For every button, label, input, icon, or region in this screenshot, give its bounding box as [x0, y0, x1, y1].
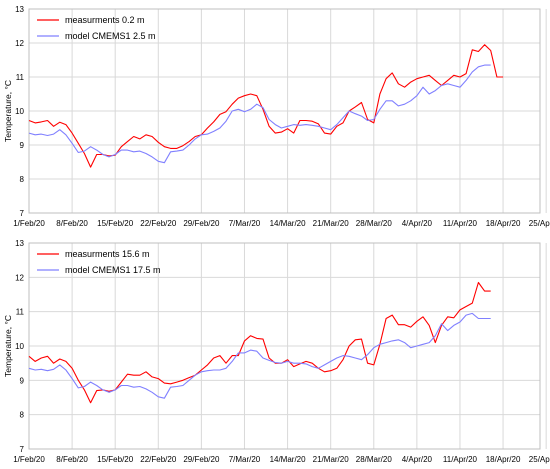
x-tick-label: 7/Mar/20 [229, 219, 261, 228]
x-tick-label: 7/Mar/20 [229, 455, 261, 464]
y-tick-label: 8 [20, 175, 25, 184]
y-tick-label: 11 [16, 308, 25, 317]
series-line-2 [28, 64, 491, 164]
x-tick-label: 8/Feb/20 [56, 219, 88, 228]
x-tick-label: 28/Mar/20 [356, 219, 393, 228]
chart-panel-1: 7 8 9 10 11 12 13 1/Feb/20 8/Feb/20 15/Feb/20 22/F… [3, 5, 550, 228]
x-tick-label: 25/Apr/20 [529, 455, 550, 464]
x-tick-label: 15/Feb/20 [97, 219, 134, 228]
x-tick-label: 14/Mar/20 [270, 219, 307, 228]
y-tick-label: 9 [20, 376, 25, 385]
y-tick-label: 7 [20, 445, 25, 454]
plot-frame [28, 8, 541, 214]
x-tick-label: 15/Feb/20 [97, 455, 134, 464]
y-tick-label: 7 [20, 209, 25, 218]
x-tick-label: 22/Feb/20 [140, 219, 177, 228]
series-line-1 [28, 281, 491, 404]
y-tick-label: 13 [15, 5, 24, 14]
y-tick-label: 12 [15, 39, 24, 48]
x-tick-label: 11/Apr/20 [443, 455, 478, 464]
series-line-1 [28, 44, 504, 168]
legend-label: model CMEMS1 2.5 m [65, 31, 156, 41]
x-tick-label: 1/Feb/20 [13, 219, 45, 228]
x-tick-label: 1/Feb/20 [13, 455, 45, 464]
x-tick-label: 28/Mar/20 [356, 455, 393, 464]
chart-panel-2: 7 8 9 10 11 12 13 1/Feb/20 8/Feb/20 15/Feb/20 22/F… [3, 239, 550, 464]
y-axis-label: Temperature, °C [3, 80, 13, 142]
x-tick-label: 14/Mar/20 [270, 455, 307, 464]
x-tick-label: 29/Feb/20 [183, 455, 220, 464]
y-tick-label: 13 [15, 239, 24, 248]
y-tick-label: 12 [15, 273, 24, 282]
x-tick-label: 29/Feb/20 [183, 219, 220, 228]
x-tick-label: 22/Feb/20 [140, 455, 177, 464]
x-tick-label: 8/Feb/20 [56, 455, 88, 464]
x-tick-label: 25/Apr/20 [529, 219, 550, 228]
y-tick-label: 8 [20, 411, 25, 420]
legend-label: model CMEMS1 17.5 m [65, 265, 161, 275]
x-tick-label: 18/Apr/20 [486, 219, 521, 228]
x-tick-label: 4/Apr/20 [402, 455, 433, 464]
x-tick-label: 18/Apr/20 [486, 455, 521, 464]
x-tick-label: 21/Mar/20 [313, 455, 350, 464]
y-tick-label: 10 [15, 107, 24, 116]
plot-frame [28, 242, 541, 450]
y-tick-label: 10 [15, 342, 24, 351]
y-tick-label: 11 [16, 73, 25, 82]
series-line-2 [28, 312, 491, 399]
x-tick-label: 11/Apr/20 [443, 219, 478, 228]
x-tick-label: 4/Apr/20 [402, 219, 433, 228]
y-axis-label: Temperature, °C [3, 315, 13, 377]
x-tick-label: 21/Mar/20 [313, 219, 350, 228]
legend-label: measurments 15.6 m [65, 249, 150, 259]
legend-label: measurments 0.2 m [65, 15, 145, 25]
y-tick-label: 9 [20, 141, 25, 150]
